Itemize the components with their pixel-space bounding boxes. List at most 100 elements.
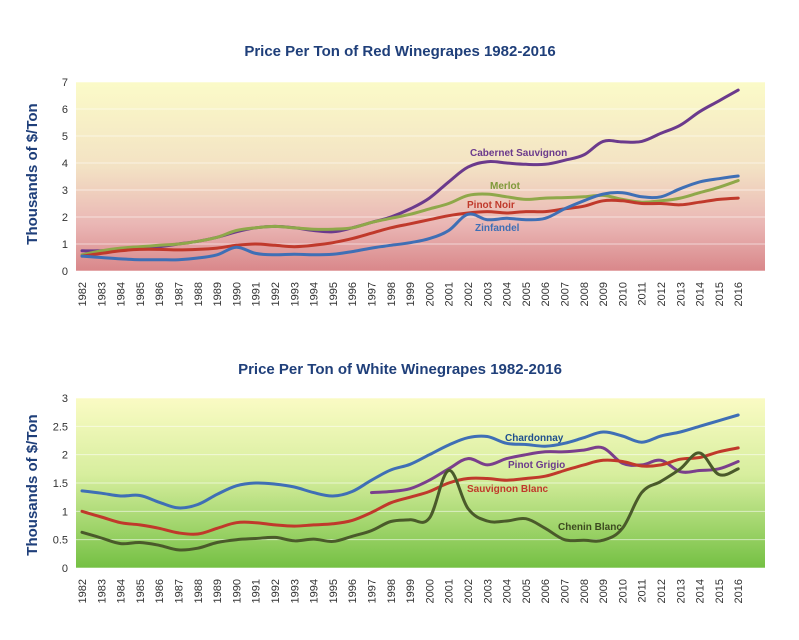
x-tick-label: 2000 [424,282,436,306]
x-tick-label: 2007 [560,282,572,306]
y-tick-label: 6 [62,104,68,116]
x-tick-label: 1993 [289,579,301,603]
series-line-chenin-blanc [80,451,740,552]
series-label-zinfandel: Zinfandel [475,223,520,234]
x-tick-label: 1998 [386,579,398,603]
x-tick-label: 2012 [656,579,668,603]
x-tick-label: 2013 [675,579,687,603]
red-winegrapes-chart: Price Per Ton of Red Winegrapes 1982-201… [24,43,765,306]
y-tick-labels: 0 0.5 1 1.5 2 2.5 3 [53,393,68,575]
x-tick-label: 1987 [174,579,186,603]
x-tick-label: 2011 [637,579,649,603]
y-tick-label: 3 [62,185,68,197]
x-tick-label: 1985 [135,282,147,306]
y-tick-label: 7 [62,77,68,89]
x-tick-label: 2015 [714,579,726,603]
x-tick-label: 2015 [714,282,726,306]
x-tick-label: 1986 [154,579,166,603]
x-tick-label: 1995 [328,579,340,603]
series-line-pinot-noir [80,196,740,258]
x-tick-label: 1988 [193,579,205,603]
x-tick-label: 1992 [270,282,282,306]
x-tick-label: 2001 [444,579,456,603]
x-tick-label: 2013 [675,282,687,306]
x-tick-label: 2005 [521,282,533,306]
x-tick-label: 1989 [212,282,224,306]
x-tick-label: 1997 [367,579,379,603]
chart-title: Price Per Ton of White Winegrapes 1982-2… [238,361,562,378]
series-lines [80,88,740,262]
x-tick-label: 1990 [231,579,243,603]
x-tick-label: 2014 [695,282,707,306]
x-tick-label: 1982 [77,282,89,306]
y-tick-label: 2.5 [53,421,68,433]
x-tick-label: 1984 [116,579,128,603]
x-tick-label: 2003 [482,579,494,603]
x-tick-label: 1996 [347,282,359,306]
x-tick-label: 1985 [135,579,147,603]
y-axis-label: Thousands of $/Ton [24,103,41,244]
x-tick-label: 1994 [309,282,321,306]
x-tick-label: 1987 [174,282,186,306]
x-tick-label: 2005 [521,579,533,603]
x-tick-label: 1983 [96,282,108,306]
x-tick-label: 2010 [617,579,629,603]
x-tick-label: 2001 [444,282,456,306]
series-label-pinot-grigio: Pinot Grigio [508,460,565,471]
y-tick-label: 0.5 [53,535,68,547]
x-tick-label: 2012 [656,282,668,306]
x-tick-label: 2011 [637,282,649,306]
x-tick-label: 1984 [116,282,128,306]
x-tick-label: 1988 [193,282,205,306]
y-tick-label: 0 [62,266,68,278]
x-tick-label: 2008 [579,282,591,306]
series-label-cabernet-sauvignon: Cabernet Sauvignon [470,148,567,159]
x-tick-label: 2004 [502,579,514,603]
y-tick-label: 1.5 [53,478,68,490]
x-tick-label: 2009 [598,579,610,603]
y-tick-label: 1 [62,239,68,251]
y-gridlines [76,81,765,272]
x-tick-label: 2008 [579,579,591,603]
y-tick-label: 3 [62,393,68,405]
x-tick-label: 1991 [251,282,263,306]
x-tick-label: 2010 [617,282,629,306]
x-tick-label: 2006 [540,579,552,603]
series-lines [80,413,740,552]
y-tick-label: 0 [62,563,68,575]
x-tick-label: 2014 [695,579,707,603]
series-label-chardonnay: Chardonnay [505,433,564,444]
x-tick-label: 2000 [424,579,436,603]
x-tick-label: 1990 [231,282,243,306]
x-tick-label: 1996 [347,579,359,603]
series-line-chardonnay [80,413,740,510]
x-tick-label: 1993 [289,282,301,306]
series-line-zinfandel [80,174,740,262]
x-tick-label: 1982 [77,579,89,603]
x-tick-labels: 1982 1983 1984 1985 1986 1987 1988 1989 1990 1991… [77,579,745,603]
y-tick-labels: 0 1 2 3 4 5 6 7 [62,77,68,278]
x-tick-label: 1999 [405,579,417,603]
y-tick-label: 1 [62,506,68,518]
y-tick-label: 5 [62,131,68,143]
chart-title: Price Per Ton of Red Winegrapes 1982-201… [244,43,555,60]
x-tick-label: 1995 [328,282,340,306]
y-tick-label: 2 [62,212,68,224]
x-tick-label: 2002 [463,282,475,306]
x-tick-label: 2003 [482,282,494,306]
x-tick-label: 1998 [386,282,398,306]
x-tick-label: 1991 [251,579,263,603]
series-line-sauvignon-blanc [80,446,740,536]
x-tick-label: 2007 [560,579,572,603]
x-tick-label: 1989 [212,579,224,603]
x-tick-label: 2006 [540,282,552,306]
white-winegrapes-chart: Price Per Ton of White Winegrapes 1982-2… [24,361,765,603]
x-tick-labels: 1982 1983 1984 1985 1986 1987 1988 1989 1990 1991… [77,282,745,306]
series-label-merlot: Merlot [490,181,521,192]
series-label-sauvignon-blanc: Sauvignon Blanc [467,484,549,495]
x-tick-label: 1992 [270,579,282,603]
x-tick-label: 2016 [733,282,745,306]
y-axis-label: Thousands of $/Ton [24,414,41,555]
x-tick-label: 1997 [367,282,379,306]
